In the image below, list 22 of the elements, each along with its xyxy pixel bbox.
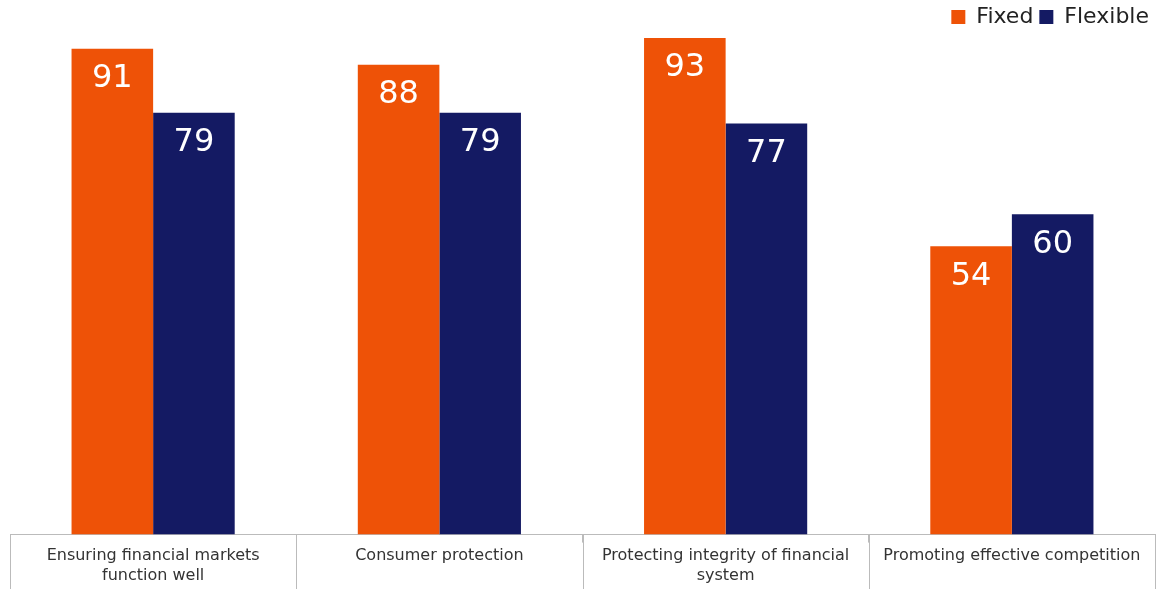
bar (439, 112, 521, 535)
bar (1011, 214, 1094, 535)
bar (930, 246, 1012, 535)
bar (357, 64, 440, 535)
legend-label: Fixed (976, 2, 1034, 28)
data-label: 79 (459, 121, 501, 160)
legend-label: Flexible (1064, 2, 1150, 28)
data-label: 77 (746, 131, 787, 170)
data-label: 91 (91, 56, 133, 95)
bar (725, 123, 808, 535)
data-label: 88 (378, 73, 419, 112)
x-tick-label: Protecting integrity of financial system (601, 545, 850, 584)
x-tick-label: Promoting effective competition (883, 545, 1141, 565)
data-label: 79 (173, 121, 215, 160)
x-tick-label: Ensuring financial markets function well (46, 545, 260, 584)
bar (71, 48, 154, 535)
bar (644, 38, 726, 535)
x-tick-label: Consumer protection (355, 545, 524, 565)
bar (153, 112, 235, 535)
data-label: 60 (1032, 222, 1074, 261)
data-label: 54 (950, 254, 992, 293)
data-label: 93 (664, 46, 706, 85)
